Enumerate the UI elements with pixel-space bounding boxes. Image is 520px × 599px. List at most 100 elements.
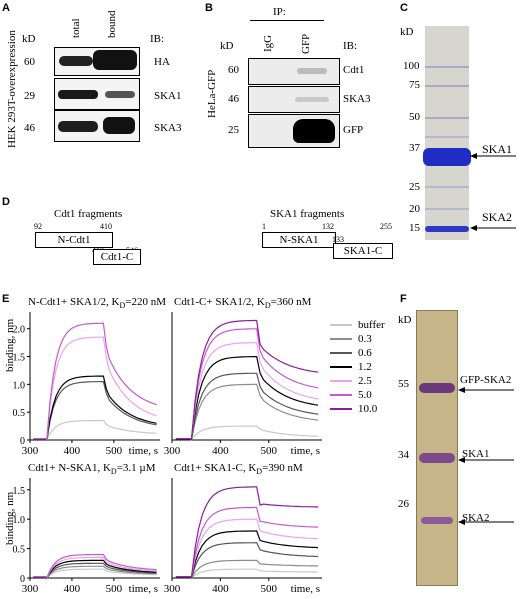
panel-b-row-gfp: GFP xyxy=(343,124,364,136)
legend-entry: 10.0 xyxy=(330,402,385,416)
panel-b-ib-label: IB: xyxy=(343,40,358,52)
chart-4-series-0.3 xyxy=(175,559,319,581)
nska1-end: 132 xyxy=(322,222,334,231)
sensorgram-charts: 300 400 500 time, s 0 0.5 1.0 1.5 2.0 300 400 500 ti… xyxy=(13,312,322,595)
chart-3-series-0.6 xyxy=(33,562,157,580)
chart-1-title: N-Cdt1+ SKA1/2, KD=220 nM xyxy=(28,296,166,311)
panel-c-band-ska1: SKA1 xyxy=(482,142,513,156)
panel-c-marker-100: 100 xyxy=(403,60,420,72)
panel-b-row-cdt1: Cdt1 xyxy=(343,64,365,76)
legend-label: 0.3 xyxy=(358,333,372,345)
chart-2-xtick-label: 300 xyxy=(164,445,181,457)
legend-label: 0.6 xyxy=(358,347,372,359)
panel-c-marker-25: 25 xyxy=(409,181,420,193)
chart-1-series-1.2 xyxy=(33,375,157,441)
chart-2-xlabel: time, s xyxy=(291,445,320,457)
panel-c-arrows xyxy=(470,153,516,231)
chart-1-xtick-label: 500 xyxy=(106,445,123,457)
panel-b-kd-label: kD xyxy=(220,40,234,52)
chart-4-series-buffer xyxy=(175,568,319,580)
panel-f-letter: F xyxy=(400,293,407,305)
chart-2-series-0.3 xyxy=(175,383,319,441)
chart-2-series-1.2 xyxy=(175,356,319,441)
chart-3-series-0.3 xyxy=(33,565,157,580)
panel-f-band-ska1: SKA1 xyxy=(462,448,490,460)
chart-1-ytick-label: 0 xyxy=(20,436,25,447)
chart-4-series-1.2 xyxy=(175,530,319,579)
chart-1-ytick-label: 1.5 xyxy=(13,353,26,364)
legend-entry: buffer xyxy=(330,318,385,332)
panel-f-band-gfp-ska2: GFP-SKA2 xyxy=(460,374,512,386)
legend-swatch xyxy=(330,380,352,382)
nska1-start: 1 xyxy=(262,222,266,231)
panel-a-kd-46: 46 xyxy=(24,122,35,134)
chart-4-series-10.0 xyxy=(175,486,319,579)
ska1c-start: 133 xyxy=(332,235,344,244)
panel-a-kd-label: kD xyxy=(22,33,36,45)
chart-3-ytick-label: 0 xyxy=(20,574,25,585)
legend-entry: 5.0 xyxy=(330,388,385,402)
chart-3-ytick-label: 1.0 xyxy=(13,515,26,526)
chart-4-series-5.0 xyxy=(175,506,319,579)
chart-4-xtick-label: 500 xyxy=(261,583,278,595)
legend-swatch xyxy=(330,352,352,354)
legend-label: 2.5 xyxy=(358,375,372,387)
chart-1-ytick-label: 2.0 xyxy=(13,325,26,336)
chart-2-xtick-label: 500 xyxy=(261,445,278,457)
chart-3-ytick-label: 0.5 xyxy=(13,545,26,556)
panel-a-row-ska3: SKA3 xyxy=(154,122,182,134)
nska1-box: N-SKA1 xyxy=(262,232,336,248)
legend-swatch xyxy=(330,324,352,326)
chart-1-series-5.0 xyxy=(33,322,157,441)
legend-label: 1.2 xyxy=(358,361,372,373)
chart-3-xtick-label: 400 xyxy=(64,583,81,595)
legend-label: 10.0 xyxy=(358,403,378,415)
chart-1-xtick-label: 400 xyxy=(64,445,81,457)
panel-c-marker-15: 15 xyxy=(409,222,420,234)
chart-1-ytick-label: 1.0 xyxy=(13,380,26,391)
chart-4-series-2.5 xyxy=(175,518,319,579)
panel-f-gel xyxy=(416,310,458,586)
panel-b-ip-label: IP: xyxy=(273,6,286,18)
panel-c-gel xyxy=(423,26,471,240)
legend-label: 5.0 xyxy=(358,389,372,401)
legend-entry: 0.3 xyxy=(330,332,385,346)
blot-b-ska3 xyxy=(248,86,340,113)
chart-2-series-2.5 xyxy=(175,342,319,441)
cdt1-fragments-title: Cdt1 fragments xyxy=(54,208,123,220)
blot-a-ha xyxy=(54,47,140,76)
blot-b-cdt1 xyxy=(248,58,340,85)
legend-entry: 0.6 xyxy=(330,346,385,360)
chart-1-xlabel: time, s xyxy=(129,445,158,457)
chart-4-series-0.6 xyxy=(175,542,319,579)
panel-b-ip-line xyxy=(250,20,324,21)
legend-swatch xyxy=(330,338,352,340)
chart-2-series-0.6 xyxy=(175,372,319,441)
chart-1-xtick-label: 300 xyxy=(22,445,39,457)
panel-b-kd-46: 46 xyxy=(228,93,239,105)
chart-3-series-1.2 xyxy=(33,559,157,579)
panel-c-marker-20: 20 xyxy=(409,203,420,215)
panel-b-row-ska3: SKA3 xyxy=(343,93,371,105)
panel-b-kd-25: 25 xyxy=(228,124,239,136)
blot-a-ska3 xyxy=(54,110,140,142)
legend-label: buffer xyxy=(358,319,385,331)
ska1c-box: SKA1-C xyxy=(333,243,393,259)
chart-3-xtick-label: 500 xyxy=(106,583,123,595)
legend-swatch xyxy=(330,366,352,368)
cdt1c-box: Cdt1-C xyxy=(93,249,141,265)
chart-3-series-5.0 xyxy=(33,553,157,579)
panel-f-arrows xyxy=(458,387,514,525)
panel-a-ib-label: IB: xyxy=(150,33,165,45)
chart-3-series-2.5 xyxy=(33,556,157,579)
chart-1-series-2.5 xyxy=(33,336,157,441)
panel-c-marker-37: 37 xyxy=(409,142,420,154)
chart-3-series-buffer xyxy=(33,568,157,580)
chart-4-xtick-label: 400 xyxy=(212,583,229,595)
panel-c-marker-50: 50 xyxy=(409,111,420,123)
legend-swatch xyxy=(330,394,352,396)
panel-a-kd-29: 29 xyxy=(24,90,35,102)
panel-a-kd-60: 60 xyxy=(24,56,35,68)
panel-f-band-ska2: SKA2 xyxy=(462,512,490,524)
chart-2-series-10.0 xyxy=(175,319,319,441)
